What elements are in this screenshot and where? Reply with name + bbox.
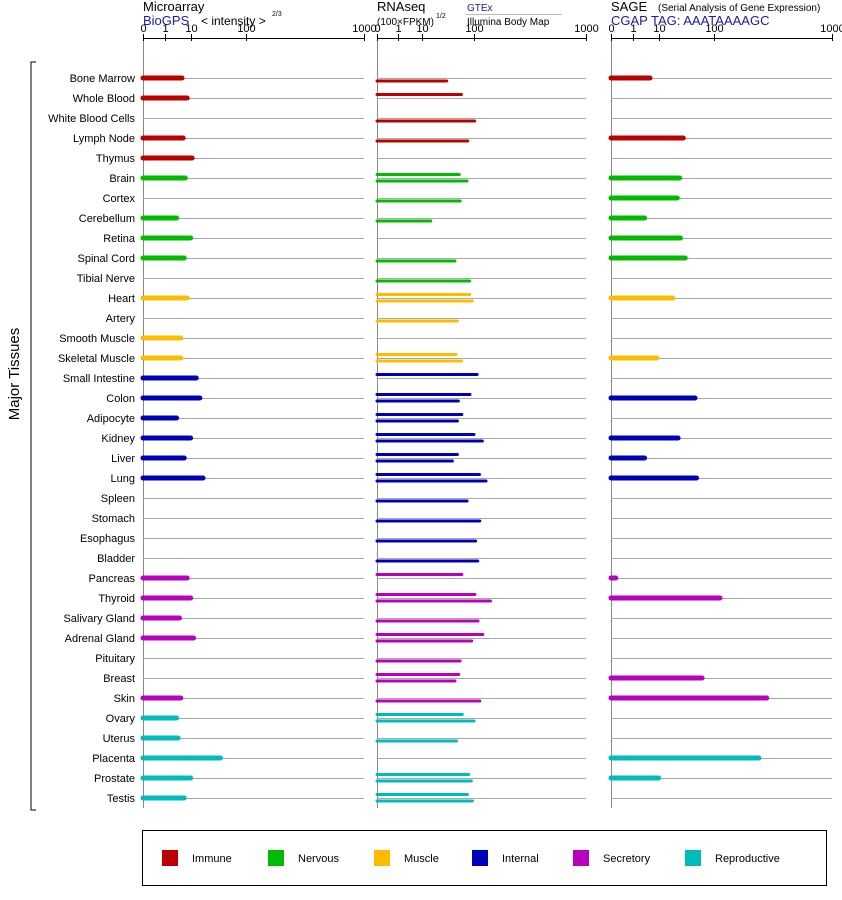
sage-tag: CGAP TAG: AAATAAAAGC bbox=[611, 13, 769, 28]
microarray-unit: < intensity > bbox=[201, 14, 266, 28]
tissue-label: Kidney bbox=[101, 433, 135, 445]
microarray-tick-label: 1 bbox=[162, 23, 168, 35]
sage-subtitle: (Serial Analysis of Gene Expression) bbox=[658, 3, 820, 14]
microarray-exponent: 2/3 bbox=[272, 11, 282, 18]
tissue-label: Cerebellum bbox=[79, 213, 135, 225]
tissue-label: Esophagus bbox=[80, 533, 136, 545]
rnaseq-tick-label: 1000 bbox=[574, 23, 598, 35]
microarray-tick-label: 10 bbox=[185, 23, 197, 35]
tissue-label: Bladder bbox=[97, 553, 135, 565]
tissue-label: Brain bbox=[109, 173, 135, 185]
sage-tick-label: 100 bbox=[705, 23, 723, 35]
tissue-label: Whole Blood bbox=[73, 93, 135, 105]
legend-label-muscle: Muscle bbox=[404, 853, 439, 865]
legend: Immune Nervous Muscle Internal Secretory Repr… bbox=[142, 830, 827, 886]
tissue-label: Uterus bbox=[103, 733, 136, 745]
legend-swatch-immune bbox=[162, 850, 178, 866]
legend-label-nervous: Nervous bbox=[298, 853, 339, 865]
rnaseq-tick-label: 1 bbox=[395, 23, 401, 35]
tissue-label: Stomach bbox=[92, 513, 135, 525]
sage-tick-label: 1 bbox=[630, 23, 636, 35]
tissue-label: Artery bbox=[106, 313, 136, 325]
y-axis-title: Major Tissues bbox=[6, 328, 23, 421]
tissue-label: Tibial Nerve bbox=[77, 273, 135, 285]
tissue-label: Colon bbox=[106, 393, 135, 405]
tissue-label: Salivary Gland bbox=[63, 613, 135, 625]
tissue-label: Ovary bbox=[106, 713, 136, 725]
tissue-label: Heart bbox=[108, 293, 135, 305]
sage-tick-label: 1000 bbox=[820, 23, 842, 35]
legend-label-reproductive: Reproductive bbox=[715, 853, 780, 865]
tissue-label: Pancreas bbox=[89, 573, 136, 585]
panel-headers: Microarray BioGPS < intensity > 2/3 RNAs… bbox=[143, 0, 820, 28]
tissue-label: Adrenal Gland bbox=[65, 633, 135, 645]
rnaseq-unit: (100×FPKM) bbox=[377, 17, 434, 28]
tissue-label: Spinal Cord bbox=[78, 253, 135, 265]
legend-label-secretory: Secretory bbox=[603, 853, 651, 865]
rnaseq-tick-label: 100 bbox=[465, 23, 483, 35]
legend-swatch-reproductive bbox=[685, 850, 701, 866]
tissue-label: Spleen bbox=[101, 493, 135, 505]
rnaseq-tick-label: 0 bbox=[374, 23, 380, 35]
rnaseq-exponent: 1/2 bbox=[436, 13, 446, 20]
tissue-label: Smooth Muscle bbox=[59, 333, 135, 345]
sage-title: SAGE bbox=[611, 0, 647, 14]
tissue-label: Testis bbox=[107, 793, 136, 805]
tissue-label: Placenta bbox=[92, 753, 136, 765]
tissue-label: Adipocyte bbox=[87, 413, 135, 425]
tissue-label: Thyroid bbox=[98, 593, 135, 605]
tissue-label: Liver bbox=[111, 453, 135, 465]
legend-label-internal: Internal bbox=[502, 853, 539, 865]
microarray-title: Microarray bbox=[143, 0, 205, 14]
microarray-tick-label: 0 bbox=[140, 23, 146, 35]
rnaseq-source2: Illumina Body Map bbox=[467, 17, 550, 28]
tissue-label: Breast bbox=[103, 673, 135, 685]
tissue-label: Skeletal Muscle bbox=[58, 353, 135, 365]
tissue-label: White Blood Cells bbox=[48, 113, 135, 125]
tissue-label: Pituitary bbox=[95, 653, 135, 665]
tissue-label: Lymph Node bbox=[73, 133, 135, 145]
tissue-label: Prostate bbox=[94, 773, 135, 785]
rnaseq-title: RNAseq bbox=[377, 0, 425, 14]
tissue-label: Retina bbox=[103, 233, 136, 245]
sage-tick-label: 10 bbox=[653, 23, 665, 35]
tissue-label: Skin bbox=[114, 693, 135, 705]
legend-label-immune: Immune bbox=[192, 853, 232, 865]
tissue-label: Lung bbox=[111, 473, 135, 485]
microarray-source: BioGPS bbox=[143, 13, 190, 28]
legend-swatch-secretory bbox=[573, 850, 589, 866]
rnaseq-source: GTEx bbox=[467, 3, 493, 14]
tissue-label: Small Intestine bbox=[63, 373, 135, 385]
tissue-label: Bone Marrow bbox=[70, 73, 135, 85]
tissue-label: Thymus bbox=[96, 153, 136, 165]
sage-tick-label: 0 bbox=[608, 23, 614, 35]
legend-swatch-nervous bbox=[268, 850, 284, 866]
microarray-tick-label: 1000 bbox=[352, 23, 376, 35]
tissue-label: Cortex bbox=[103, 193, 136, 205]
microarray-tick-label: 100 bbox=[237, 23, 255, 35]
rnaseq-tick-label: 10 bbox=[416, 23, 428, 35]
legend-swatch-internal bbox=[472, 850, 488, 866]
y-axis-bracket bbox=[30, 61, 36, 811]
legend-swatch-muscle bbox=[374, 850, 390, 866]
